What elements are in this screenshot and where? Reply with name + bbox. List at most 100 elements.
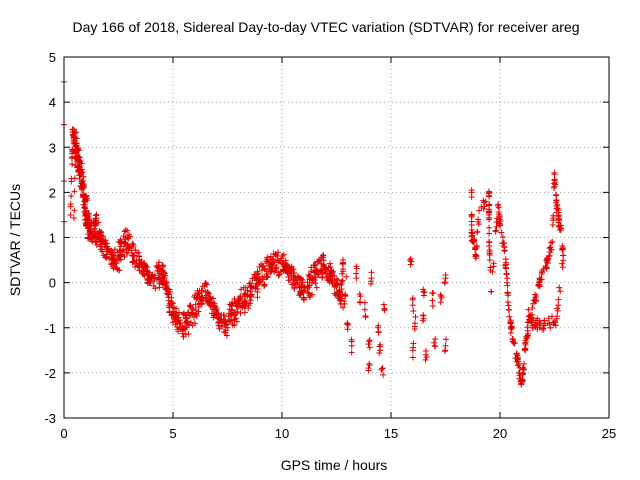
data-point (314, 271, 321, 278)
data-point (548, 239, 555, 246)
data-point (377, 341, 384, 348)
data-point (326, 279, 333, 286)
data-point (353, 265, 360, 272)
data-point (80, 181, 87, 188)
data-point (407, 255, 414, 262)
data-point (195, 290, 202, 297)
data-point (365, 365, 372, 372)
data-point (495, 204, 502, 211)
data-point (559, 245, 566, 252)
data-point (120, 246, 127, 253)
data-point (255, 270, 262, 277)
data-point (249, 275, 256, 282)
data-point (361, 299, 368, 306)
data-point (130, 243, 137, 250)
data-point (107, 249, 114, 256)
data-point (117, 253, 124, 260)
data-point (320, 257, 327, 264)
data-point (339, 270, 346, 277)
data-point (541, 317, 548, 324)
data-point (98, 229, 105, 236)
data-point (192, 307, 199, 314)
data-point (526, 316, 533, 323)
data-point (188, 319, 195, 326)
data-point (551, 317, 558, 324)
data-point (504, 279, 511, 286)
data-point (101, 243, 108, 250)
data-point (409, 302, 416, 309)
data-point (309, 291, 316, 298)
data-point (345, 321, 352, 328)
data-point (342, 291, 349, 298)
data-point (368, 269, 375, 276)
data-point (121, 240, 128, 247)
data-point (96, 237, 103, 244)
data-point (299, 289, 306, 296)
data-point (521, 347, 528, 354)
data-point (301, 284, 308, 291)
data-point (552, 181, 559, 188)
data-point (486, 239, 493, 246)
data-point (253, 282, 260, 289)
data-point (536, 283, 543, 290)
data-point (210, 299, 217, 306)
data-point (124, 227, 131, 234)
data-point (248, 284, 255, 291)
data-point (258, 267, 265, 274)
x-tick-label: 20 (493, 426, 507, 441)
data-point (124, 249, 131, 256)
data-point (189, 305, 196, 312)
data-point (411, 326, 418, 333)
data-point (362, 313, 369, 320)
data-point (292, 274, 299, 281)
data-point (545, 315, 552, 322)
data-point (71, 207, 78, 214)
data-point (520, 360, 527, 367)
data-point (72, 162, 79, 169)
x-tick-label: 10 (275, 426, 289, 441)
data-point (102, 240, 109, 247)
data-point (202, 280, 209, 287)
data-point (375, 329, 382, 336)
data-point (495, 201, 502, 208)
data-point (93, 241, 100, 248)
y-axis-label: SDTVAR / TECUs (7, 184, 23, 296)
data-point (429, 289, 436, 296)
data-point (409, 354, 416, 361)
data-point (320, 263, 327, 270)
data-point (256, 279, 263, 286)
data-point (486, 193, 493, 200)
y-tick-label: 0 (49, 276, 56, 291)
data-point (140, 262, 147, 269)
data-point (175, 318, 182, 325)
data-point (348, 336, 355, 343)
data-point (314, 258, 321, 265)
data-point (81, 182, 88, 189)
data-point (344, 320, 351, 327)
data-point (275, 269, 282, 276)
data-point (361, 306, 368, 313)
data-point (514, 356, 521, 363)
data-point (232, 315, 239, 322)
data-point (69, 161, 76, 168)
data-point (523, 335, 530, 342)
data-point (237, 303, 244, 310)
data-point (556, 215, 563, 222)
data-point (468, 213, 475, 220)
data-point (102, 254, 109, 261)
data-point (225, 313, 232, 320)
data-point (507, 319, 514, 326)
data-point (365, 341, 372, 348)
data-point (488, 288, 495, 295)
data-point (237, 295, 244, 302)
data-point (556, 223, 563, 230)
data-point (76, 154, 83, 161)
data-point (111, 246, 118, 253)
data-point (148, 272, 155, 279)
y-tick-label: 4 (49, 95, 56, 110)
data-point (311, 277, 318, 284)
data-point (81, 203, 88, 210)
data-point (490, 263, 497, 270)
data-point (422, 347, 429, 354)
data-point (237, 296, 244, 303)
